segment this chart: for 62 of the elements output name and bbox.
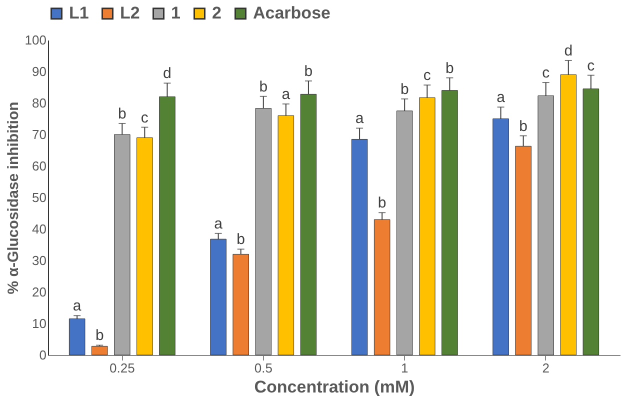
bar	[492, 118, 509, 356]
bar	[232, 254, 249, 356]
data-label: a	[496, 89, 506, 106]
bar	[136, 137, 153, 356]
y-tick-label: 50	[32, 190, 46, 205]
data-label: b	[95, 327, 104, 344]
y-tick-label: 80	[32, 96, 46, 110]
bar	[278, 115, 294, 356]
bar	[255, 108, 272, 356]
y-tick-label: 20	[32, 284, 46, 300]
y-tick-label: 0	[39, 348, 46, 362]
data-label: b	[118, 105, 126, 122]
bar	[442, 90, 458, 356]
x-tick-label: 2	[542, 360, 550, 376]
legend-label: 1	[171, 4, 180, 23]
y-tick-label: 40	[32, 222, 46, 236]
x-tick-label: 0.5	[254, 360, 272, 376]
bar	[68, 318, 86, 356]
bar	[351, 138, 368, 356]
y-tick-label: 60	[32, 158, 46, 174]
x-axis-title: Concentration (mM)	[254, 378, 415, 396]
data-label: b	[400, 80, 409, 98]
legend-label: 2	[212, 4, 222, 23]
data-label: a	[355, 110, 364, 128]
bar	[582, 88, 600, 356]
data-label: d	[564, 42, 573, 60]
legend-label: L2	[120, 4, 140, 23]
legend-label: Acarbose	[253, 4, 330, 23]
bar	[114, 134, 130, 356]
y-axis-title: % α-Glucosidase inhibition	[4, 102, 22, 294]
data-label: c	[542, 64, 550, 82]
data-label: b	[446, 60, 454, 77]
bar	[515, 146, 532, 356]
y-tick-label: 100	[24, 32, 46, 48]
data-label: c	[423, 67, 432, 84]
y-tick-label: 30	[32, 253, 46, 268]
data-label: a	[282, 86, 291, 103]
bar	[300, 94, 317, 356]
data-label: d	[163, 65, 172, 82]
bar	[538, 96, 554, 356]
data-label: a	[214, 215, 224, 232]
data-label: b	[304, 62, 313, 80]
x-tick-label: 0.25	[109, 360, 135, 376]
data-label: c	[140, 109, 149, 126]
legend-label: L1	[69, 4, 89, 23]
x-tick-label: 1	[401, 360, 408, 376]
data-label: c	[587, 57, 596, 74]
data-label: b	[236, 231, 246, 248]
bar	[91, 346, 108, 356]
bar	[419, 97, 436, 356]
bar	[560, 74, 577, 356]
y-tick-label: 70	[32, 127, 46, 142]
bar	[374, 219, 390, 356]
y-tick-label: 10	[32, 316, 46, 331]
data-label: b	[519, 118, 528, 135]
y-tick-label: 90	[32, 64, 46, 79]
bar	[159, 96, 176, 356]
data-label: b	[259, 78, 268, 96]
data-label: b	[378, 194, 386, 212]
data-label: a	[72, 298, 82, 315]
bar	[210, 238, 226, 356]
bar	[396, 110, 413, 356]
